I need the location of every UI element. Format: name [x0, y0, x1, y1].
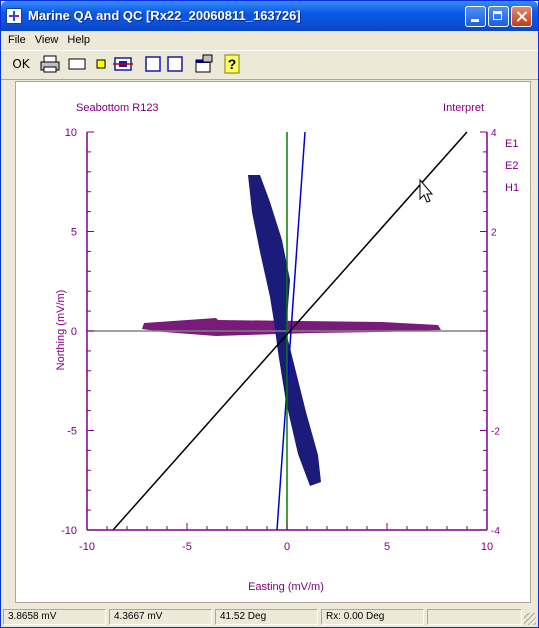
- x-tick-label: 0: [284, 541, 290, 553]
- toolbar: OK ?: [1, 50, 538, 80]
- help-icon[interactable]: ?: [221, 54, 243, 74]
- status-bar: 3.8658 mV 4.3667 mV 41.52 Deg Rx: 0.00 D…: [1, 607, 538, 627]
- legend-entry-h1: H1: [505, 182, 519, 194]
- maximize-button[interactable]: [488, 6, 509, 27]
- legend-entry-e2: E2: [505, 160, 518, 172]
- y-tick-label: -5: [67, 426, 77, 438]
- window-right-icon[interactable]: [164, 54, 186, 74]
- title-bar[interactable]: Marine QA and QC [Rx22_20060811_163726]: [1, 1, 538, 31]
- series-line-h1: [112, 131, 468, 531]
- y-tick-label: -10: [61, 525, 77, 537]
- series-lines: [87, 131, 487, 531]
- app-icon[interactable]: [6, 8, 22, 24]
- chart-title-right: Interpret: [443, 102, 484, 114]
- x-tick-label: -10: [79, 541, 95, 553]
- right-tick-label: 2: [491, 228, 497, 239]
- chart-title-left: Seabottom R123: [76, 102, 159, 114]
- x-axis-label: Easting (mV/m): [248, 581, 324, 593]
- x-tick-label: -5: [182, 541, 192, 553]
- menu-help[interactable]: Help: [67, 34, 91, 46]
- ok-button[interactable]: OK: [12, 57, 30, 71]
- resize-grip-icon[interactable]: [524, 613, 536, 625]
- polarization-chart[interactable]: Seabottom R123 Interpret Easting (mV/m) …: [16, 82, 530, 602]
- print-icon[interactable]: [39, 54, 61, 74]
- window-left-icon[interactable]: [142, 54, 164, 74]
- zoom-box-icon[interactable]: [66, 54, 88, 74]
- menu-bar: File View Help: [1, 31, 538, 49]
- y-tick-label: 5: [71, 227, 77, 239]
- x-tick-label: 10: [481, 541, 493, 553]
- status-cell-empty: [427, 609, 522, 625]
- y-axis-label: Northing (mV/m): [55, 290, 67, 371]
- y-tick-label: 10: [65, 127, 77, 139]
- status-cell-angle: 41.52 Deg: [215, 609, 318, 625]
- svg-text:?: ?: [228, 56, 237, 72]
- mouse-cursor-icon: [419, 178, 434, 203]
- x-tick-label: 5: [384, 541, 390, 553]
- minimize-button[interactable]: [465, 6, 486, 27]
- window-title: Marine QA and QC [Rx22_20060811_163726]: [28, 8, 301, 23]
- chart-panel: Seabottom R123 Interpret Easting (mV/m) …: [15, 81, 531, 603]
- right-tick-label: 4: [491, 128, 497, 139]
- status-cell-rx: Rx: 0.00 Deg: [321, 609, 424, 625]
- properties-icon[interactable]: [193, 54, 215, 74]
- zoom-extent-icon[interactable]: [112, 54, 134, 74]
- chart-legend: E1 E2 H1: [505, 138, 519, 194]
- right-tick-label: -4: [491, 526, 500, 537]
- plot-axes: -10 -5 0 5 10 10 5 0 -5 -10 4 2 -2 -4: [61, 127, 500, 553]
- menu-file[interactable]: File: [8, 34, 26, 46]
- close-button[interactable]: [511, 6, 532, 27]
- legend-entry-e1: E1: [505, 138, 518, 150]
- zoom-point-icon[interactable]: [90, 54, 112, 74]
- y-tick-label: 0: [71, 326, 77, 338]
- menu-view[interactable]: View: [34, 34, 59, 46]
- status-cell-e2: 4.3667 mV: [109, 609, 212, 625]
- status-cell-e1: 3.8658 mV: [3, 609, 106, 625]
- right-tick-label: -2: [491, 427, 500, 438]
